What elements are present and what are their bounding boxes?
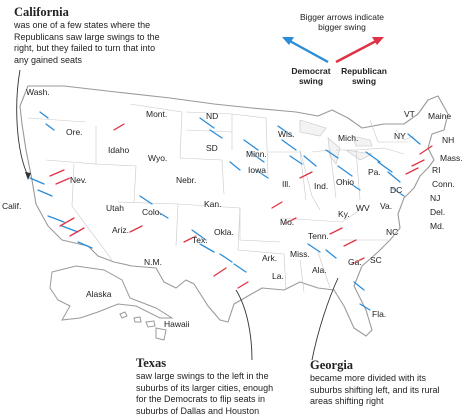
- state-label-nd: ND: [206, 111, 219, 121]
- state-label-conn: Conn.: [432, 179, 455, 189]
- state-label-mass: Mass.: [440, 153, 463, 163]
- legend-democrat-arrow: [287, 38, 329, 64]
- state-label-la: La.: [272, 271, 284, 281]
- state-label-va: Va.: [380, 201, 393, 211]
- democrat-swing-arrows: [29, 111, 421, 311]
- state-label-fla: Fla.: [372, 309, 387, 319]
- state-label-tenn: Tenn.: [308, 231, 329, 241]
- state-label-ore: Ore.: [66, 127, 83, 137]
- state-label-ny: NY: [394, 131, 406, 141]
- texas-line-2: suburbs of its larger cities, enough: [136, 382, 274, 393]
- state-label-iowa: Iowa: [248, 165, 266, 175]
- texas-line-4: suburbs of Dallas and Houston: [136, 405, 260, 416]
- state-label-alaska: Alaska: [86, 289, 112, 299]
- state-label-ind: Ind.: [314, 181, 329, 191]
- state-label-okla: Okla.: [214, 227, 234, 237]
- state-label-del: Del.: [430, 207, 446, 217]
- california-annotation: California was one of a few states where…: [14, 5, 204, 66]
- legend-caption-line-2: bigger swing: [318, 22, 366, 32]
- texas-annotation: Texas saw large swings to the left in th…: [136, 356, 306, 417]
- state-label-ill: Ill.: [282, 179, 291, 189]
- state-label-wis: Wis.: [278, 129, 295, 139]
- state-label-hawaii: Hawaii: [164, 319, 190, 329]
- georgia-title: Georgia: [310, 358, 354, 372]
- georgia-line-2: suburbs shifting left, and its rural: [310, 384, 440, 395]
- state-label-ala: Ala.: [312, 265, 327, 275]
- state-label-ri: RI: [432, 165, 441, 175]
- state-label-ohio: Ohio: [336, 177, 354, 187]
- legend-democrat-line-2: swing: [298, 76, 324, 86]
- republican-swing-arrows: [49, 123, 433, 289]
- state-label-nc: NC: [386, 227, 399, 237]
- state-label-utah: Utah: [106, 203, 124, 213]
- legend-caption-line-1: Bigger arrows indicate: [299, 12, 385, 22]
- legend-republican-line-2: swing: [351, 76, 377, 86]
- legend-republican-label: Republican swing: [336, 66, 392, 86]
- alaska-outline: [49, 265, 174, 321]
- state-label-minn: Minn.: [246, 149, 267, 159]
- georgia-line-1: became more divided with its: [310, 373, 427, 383]
- legend-republican-arrowhead: [372, 37, 384, 45]
- state-label-ky: Ky.: [338, 209, 350, 219]
- state-label-md: Md.: [430, 221, 445, 231]
- georgia-leader: [311, 277, 339, 361]
- state-label-ariz: Ariz.: [112, 225, 129, 235]
- texas-title: Texas: [136, 356, 167, 370]
- georgia-annotation: Georgia became more divided with its sub…: [310, 358, 470, 408]
- state-label-colo: Colo.: [142, 207, 162, 217]
- texas-line-1: saw large swings to the left in the: [136, 371, 269, 381]
- state-label-pa: Pa.: [368, 167, 381, 177]
- state-label-dc: DC: [390, 185, 403, 195]
- state-label-ga: Ga.: [348, 257, 362, 267]
- state-label-calif: Calif.: [2, 201, 22, 211]
- state-label-tex: Tex.: [192, 235, 208, 245]
- california-line-1: was one of a few states where the: [14, 20, 151, 30]
- state-label-wyo: Wyo.: [148, 153, 168, 163]
- legend-caption: Bigger arrows indicate bigger swing: [282, 12, 402, 32]
- legend-democrat-line-1: Democrat: [291, 66, 331, 76]
- california-line-4: any gained seats: [14, 54, 83, 65]
- state-label-wv: WV: [356, 203, 370, 213]
- california-line-2: Republicans saw large swings to the: [14, 31, 160, 42]
- state-label-nev: Nev.: [70, 175, 87, 185]
- legend-arrows: [282, 37, 384, 64]
- state-label-maine: Maine: [428, 111, 452, 121]
- annotation-leaders: [16, 69, 339, 361]
- california-line-3: right, but they failed to turn that into: [14, 43, 156, 53]
- state-label-ark: Ark.: [262, 253, 278, 263]
- state-label-mich: Mich.: [338, 133, 359, 143]
- legend-democrat-label: Democrat swing: [286, 66, 336, 86]
- state-label-nj: NJ: [430, 193, 441, 203]
- state-label-nebr: Nebr.: [176, 175, 197, 185]
- legend-republican-arrow: [335, 38, 379, 64]
- state-label-wash: Wash.: [26, 87, 50, 97]
- state-label-vt: VT: [404, 109, 415, 119]
- state-label-nm: N.M.: [144, 257, 162, 267]
- hawaii-outline: [119, 311, 167, 341]
- state-label-mo: Mo.: [280, 217, 295, 227]
- georgia-line-3: areas shifting right: [310, 396, 384, 406]
- state-borders: [27, 103, 415, 293]
- legend-republican-line-1: Republican: [341, 66, 387, 76]
- state-label-nh: NH: [442, 135, 455, 145]
- state-label-kan: Kan.: [204, 199, 222, 209]
- state-label-sd: SD: [206, 143, 218, 153]
- state-label-idaho: Idaho: [108, 145, 130, 155]
- state-label-mont: Mont.: [146, 109, 168, 119]
- texas-line-3: for the Democrats to flip seats in: [136, 394, 266, 404]
- california-title: California: [14, 5, 69, 19]
- state-label-sc: SC: [370, 255, 382, 265]
- california-leader: [16, 69, 29, 177]
- legend-democrat-arrowhead: [282, 37, 294, 45]
- state-label-miss: Miss.: [290, 249, 310, 259]
- great-lakes: [299, 119, 373, 165]
- texas-leader: [235, 289, 253, 361]
- us-outline: [19, 85, 449, 337]
